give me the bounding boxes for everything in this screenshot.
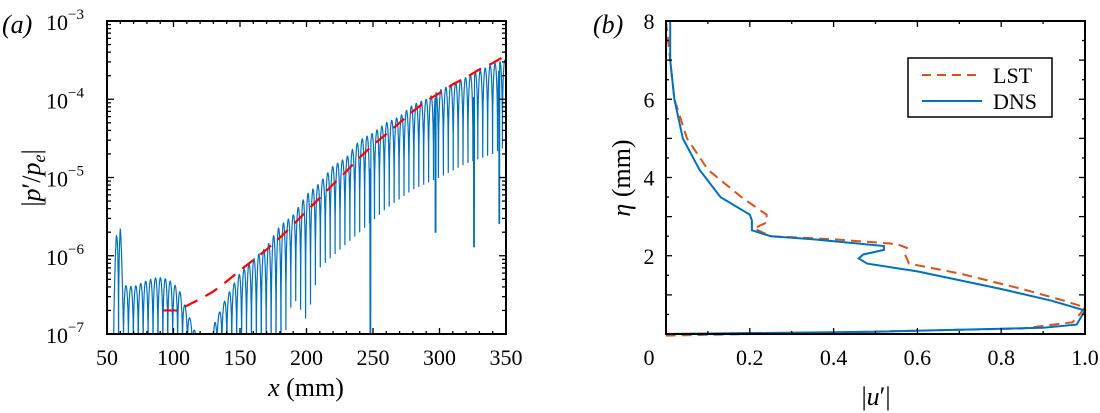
plot-b-data — [665, 20, 1087, 337]
y-tick-label: 2 — [644, 244, 655, 269]
legend-label-lst: LST — [993, 63, 1033, 88]
x-tick-label: 1.0 — [1071, 345, 1099, 370]
x-axis-label-b: |u′| — [861, 382, 890, 411]
panel-label-a: (a) — [2, 10, 32, 39]
x-tick-label: 200 — [290, 345, 323, 370]
x-tick-label: 50 — [96, 345, 118, 370]
y-tick-label: 6 — [644, 87, 655, 112]
x-tick-label: 350 — [490, 345, 523, 370]
x-tick-label: 0.2 — [736, 345, 764, 370]
legend: LST DNS — [907, 57, 1053, 118]
x-tick-label: 0.4 — [820, 345, 848, 370]
dns-series-line — [665, 21, 1087, 335]
x-axis-label-a: x (mm) — [267, 373, 344, 402]
x-tick-label: 150 — [224, 345, 257, 370]
y-axis-label-b: η (mm) — [607, 139, 636, 216]
panel-b: (b) 0 0.2 0.4 0.6 0.8 1.0 2 4 6 8 |u′| η (mm) LST… — [593, 9, 1099, 411]
y-tick-label: 10−3 — [46, 7, 84, 35]
legend-box — [907, 57, 1053, 118]
lst-series-line — [665, 20, 1087, 337]
plot-b-axes: 0 0.2 0.4 0.6 0.8 1.0 2 4 6 8 — [644, 9, 1099, 370]
panel-label-b: (b) — [593, 10, 623, 39]
y-tick-label: 10−4 — [46, 85, 84, 113]
legend-label-dns: DNS — [993, 89, 1037, 114]
x-tick-label: 0.8 — [987, 345, 1015, 370]
y-tick-label: 10−6 — [46, 242, 84, 270]
lst-series-line — [162, 56, 503, 312]
x-tick-label: 0 — [644, 345, 655, 370]
y-tick-label: 4 — [644, 166, 655, 191]
x-tick-label: 100 — [157, 345, 190, 370]
y-tick-label: 10−5 — [46, 164, 84, 192]
plot-a-data — [113, 56, 506, 334]
y-tick-label: 8 — [644, 9, 655, 34]
x-tick-label: 250 — [357, 345, 390, 370]
plot-a-axes: 50 100 150 200 250 300 350 10−7 10−6 10−5 10−4 10−3 — [46, 7, 522, 370]
y-axis-label-a: |p′/pe| — [17, 149, 49, 206]
x-tick-label: 300 — [423, 345, 456, 370]
dns-series-line — [113, 59, 506, 334]
panel-a: (a) 50 100 150 200 250 300 350 10−7 10−6 10−5 10−4… — [2, 7, 523, 402]
y-tick-label: 10−7 — [46, 320, 84, 348]
x-tick-label: 0.6 — [904, 345, 932, 370]
